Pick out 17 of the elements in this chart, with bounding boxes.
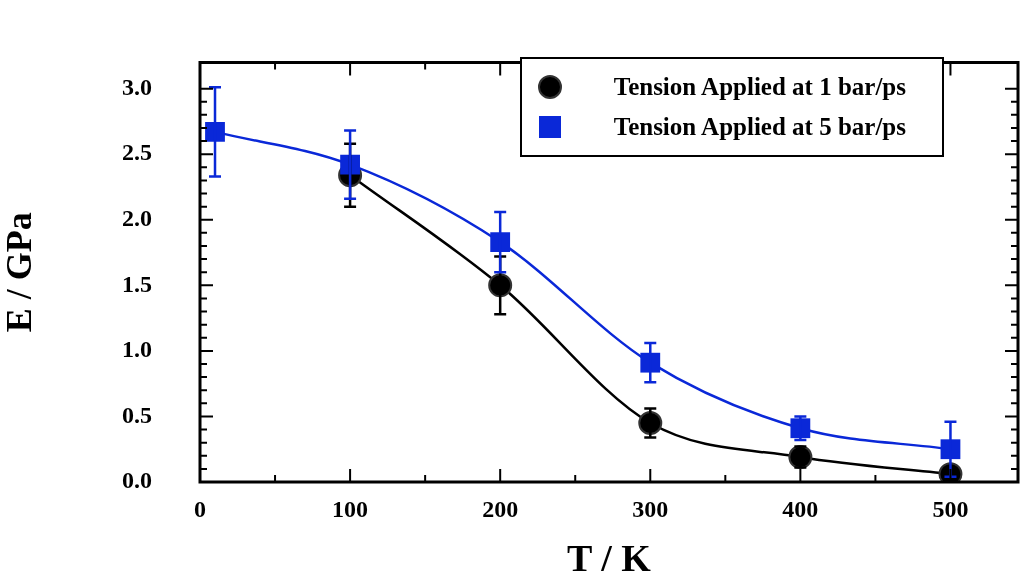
x-tick-label: 200 <box>482 495 519 522</box>
y-tick-label: 0.0 <box>122 467 152 494</box>
x-axis-title: T / K <box>567 537 652 580</box>
y-tick-label: 0.5 <box>122 401 152 428</box>
x-tick-label: 0 <box>194 495 206 522</box>
x-tick-label: 400 <box>782 495 819 522</box>
y-tick-label: 3.0 <box>122 73 152 100</box>
x-tick-label: 500 <box>932 495 969 522</box>
legend-label: Tension Applied at 5 bar/ps <box>613 113 906 141</box>
y-tick-label: 1.5 <box>122 270 152 297</box>
x-tick-label: 300 <box>632 495 669 522</box>
y-tick-label: 1.0 <box>122 336 152 363</box>
legend-label: Tension Applied at 1 bar/ps <box>613 73 906 101</box>
y-axis-title: E / GPa <box>0 212 39 333</box>
x-tick-label: 100 <box>332 495 369 522</box>
y-tick-label: 2.5 <box>122 139 152 166</box>
y-tick-label: 2.0 <box>122 204 152 231</box>
